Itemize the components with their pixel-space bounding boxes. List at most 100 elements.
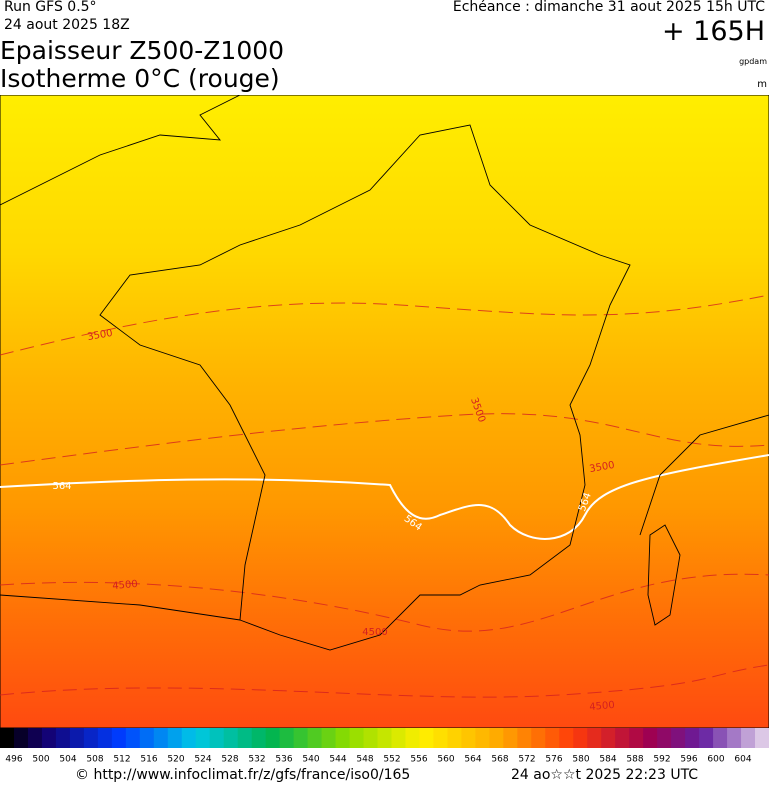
title-line-1: Epaisseur Z500-Z1000 (0, 36, 285, 65)
colorbar-label: 540 (302, 755, 319, 765)
colorbar-label: 548 (356, 755, 373, 765)
colorbar-label: 576 (545, 755, 562, 765)
colorbar-swatch (195, 728, 211, 748)
colorbar-swatch (97, 728, 113, 748)
unit-2: m (757, 79, 767, 90)
colorbar-swatch (489, 728, 504, 748)
colorbar-swatch (657, 728, 672, 748)
isotherm-lines (0, 294, 769, 698)
colorbar-swatch (601, 728, 616, 748)
colorbar-swatch (41, 728, 57, 748)
colorbar-swatch (349, 728, 365, 748)
colorbar-label: 568 (491, 755, 508, 765)
colorbar-swatch (139, 728, 155, 748)
colorbar-label: 516 (140, 755, 157, 765)
coastlines (0, 95, 769, 651)
map-background (0, 95, 769, 728)
colorbar-label: 580 (572, 755, 589, 765)
contour-label: 4500 (112, 579, 138, 592)
lead-time: + 165H (661, 16, 765, 47)
colorbar-swatch (69, 728, 85, 748)
run-date: 24 aout 2025 18Z (4, 17, 130, 33)
colorbar-swatch (13, 728, 29, 748)
colorbar-swatch (377, 728, 392, 748)
colorbar-swatch (111, 728, 127, 748)
colorbar-swatch (0, 728, 15, 748)
colorbar-swatch (587, 728, 602, 748)
colorbar-swatch (153, 728, 169, 748)
colorbar-swatch (419, 728, 434, 748)
colorbar-swatch (433, 728, 448, 748)
echeance: Echéance : dimanche 31 aout 2025 15h UTC (452, 0, 765, 15)
colorbar-swatch (251, 728, 267, 748)
colorbar-label: 604 (734, 755, 751, 765)
colorbar-swatch (671, 728, 686, 748)
colorbar-swatch (83, 728, 99, 748)
colorbar-swatch (517, 728, 532, 748)
colorbar-swatch (223, 728, 239, 748)
run-label: Run GFS 0.5° (4, 0, 97, 15)
colorbar-label: 596 (680, 755, 697, 765)
contour-label: 3500 (87, 328, 114, 343)
colorbar-swatch (447, 728, 462, 748)
colorbar-swatch (167, 728, 183, 748)
colorbar-swatch (293, 728, 309, 748)
colorbar-swatch (321, 728, 337, 748)
colorbar-swatch (475, 728, 490, 748)
contour-label: 3500 (589, 460, 616, 475)
colorbar-label: 500 (32, 755, 49, 765)
colorbar-swatch (237, 728, 253, 748)
colorbar-label: 588 (626, 755, 643, 765)
colorbar-swatch (279, 728, 295, 748)
colorbar: 496 500 504 508 512 516 520 524 528 532 536 540 544 5… (0, 728, 769, 765)
colorbar-label: 552 (383, 755, 400, 765)
colorbar-label: 496 (5, 755, 22, 765)
colorbar-label: 536 (275, 755, 292, 765)
colorbar-swatch (573, 728, 588, 748)
colorbar-swatch (741, 728, 756, 748)
colorbar-label: 504 (59, 755, 76, 765)
colorbar-swatch (699, 728, 714, 748)
colorbar-label: 532 (248, 755, 265, 765)
colorbar-swatch (307, 728, 323, 748)
colorbar-swatch (755, 728, 769, 748)
contour-label: 4500 (589, 700, 615, 713)
colorbar-swatch (391, 728, 406, 748)
unit-1: gpdam (739, 57, 767, 66)
colorbar-swatch (461, 728, 476, 748)
colorbar-swatch (125, 728, 141, 748)
colorbar-label: 592 (653, 755, 670, 765)
colorbar-swatch (503, 728, 518, 748)
colorbar-swatch (335, 728, 351, 748)
colorbar-swatch (209, 728, 225, 748)
colorbar-swatch (615, 728, 630, 748)
colorbar-swatch (405, 728, 420, 748)
colorbar-swatch (629, 728, 644, 748)
title-line-2: Isotherme 0°C (rouge) (0, 64, 280, 93)
colorbar-swatch (559, 728, 574, 748)
colorbar-swatch (27, 728, 43, 748)
colorbar-label: 508 (86, 755, 103, 765)
colorbar-swatch (265, 728, 281, 748)
colorbar-label: 560 (437, 755, 454, 765)
colorbar-swatch (531, 728, 546, 748)
colorbar-label: 544 (329, 755, 346, 765)
generated-time: 24 ao☆☆t 2025 22:23 UTC (511, 767, 699, 783)
colorbar-swatch (643, 728, 658, 748)
colorbar-label: 584 (599, 755, 616, 765)
colorbar-label: 528 (221, 755, 238, 765)
colorbar-swatch (55, 728, 71, 748)
thickness-564-line (0, 454, 769, 540)
colorbar-label: 556 (410, 755, 427, 765)
contour-label: 564 (52, 481, 71, 492)
colorbar-label: 572 (518, 755, 535, 765)
colorbar-label: 512 (113, 755, 130, 765)
contour-label: 4500 (362, 627, 387, 638)
colorbar-label: 600 (707, 755, 724, 765)
colorbar-swatch (545, 728, 560, 748)
colorbar-swatch (363, 728, 379, 748)
colorbar-swatch (713, 728, 728, 748)
colorbar-swatch (685, 728, 700, 748)
source-url: © http://www.infoclimat.fr/z/gfs/france/… (75, 767, 411, 783)
